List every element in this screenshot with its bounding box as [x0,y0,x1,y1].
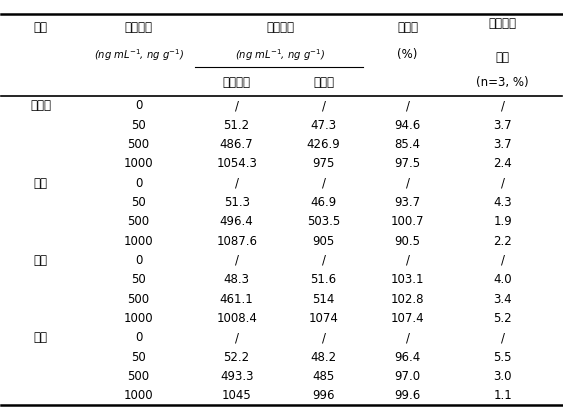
Text: 湖水: 湖水 [34,177,48,190]
Text: 2.4: 2.4 [493,157,512,170]
Text: 0: 0 [135,331,142,344]
Text: 苹果: 苹果 [34,331,48,344]
Text: 1054.3: 1054.3 [216,157,257,170]
Text: 0: 0 [135,177,142,190]
Text: 47.3: 47.3 [310,119,337,132]
Text: (ng mL$^{-1}$, ng g$^{-1}$): (ng mL$^{-1}$, ng g$^{-1}$) [93,47,184,63]
Text: 添加浓度: 添加浓度 [124,21,153,34]
Text: 气相色谱: 气相色谱 [223,76,251,89]
Text: 检测浓度: 检测浓度 [266,21,294,34]
Text: 1045: 1045 [222,389,252,402]
Text: 2.2: 2.2 [493,234,512,248]
Text: 500: 500 [128,138,150,151]
Text: 96.4: 96.4 [395,351,421,364]
Text: 50: 50 [131,273,146,286]
Text: (%): (%) [397,49,418,61]
Text: /: / [405,331,409,344]
Text: /: / [501,99,505,112]
Text: 97.5: 97.5 [395,157,421,170]
Text: 48.3: 48.3 [224,273,249,286]
Text: 50: 50 [131,351,146,364]
Text: 46.9: 46.9 [310,196,337,209]
Text: /: / [321,254,325,267]
Text: /: / [321,99,325,112]
Text: 3.4: 3.4 [494,293,512,305]
Text: 1000: 1000 [124,389,154,402]
Text: 1.9: 1.9 [493,215,512,228]
Text: 93.7: 93.7 [395,196,421,209]
Text: 4.0: 4.0 [494,273,512,286]
Text: 3.7: 3.7 [494,119,512,132]
Text: 514: 514 [312,293,335,305]
Text: /: / [321,177,325,190]
Text: 1000: 1000 [124,234,154,248]
Text: 51.6: 51.6 [310,273,337,286]
Text: 样品: 样品 [34,21,48,34]
Text: /: / [235,254,239,267]
Text: 1087.6: 1087.6 [216,234,257,248]
Text: 48.2: 48.2 [310,351,337,364]
Text: 500: 500 [128,370,150,383]
Text: /: / [501,177,505,190]
Text: 1000: 1000 [124,312,154,325]
Text: 回收率: 回收率 [397,21,418,34]
Text: 102.8: 102.8 [391,293,425,305]
Text: 本发明: 本发明 [313,76,334,89]
Text: /: / [235,99,239,112]
Text: 3.0: 3.0 [494,370,512,383]
Text: 1.1: 1.1 [493,389,512,402]
Text: /: / [405,254,409,267]
Text: /: / [235,331,239,344]
Text: 500: 500 [128,293,150,305]
Text: 500: 500 [128,215,150,228]
Text: 50: 50 [131,196,146,209]
Text: 99.6: 99.6 [395,389,421,402]
Text: 1008.4: 1008.4 [216,312,257,325]
Text: 486.7: 486.7 [220,138,253,151]
Text: 485: 485 [312,370,334,383]
Text: 5.2: 5.2 [494,312,512,325]
Text: 975: 975 [312,157,335,170]
Text: 97.0: 97.0 [395,370,421,383]
Text: 稻米: 稻米 [34,254,48,267]
Text: /: / [405,177,409,190]
Text: 996: 996 [312,389,335,402]
Text: 85.4: 85.4 [395,138,421,151]
Text: (ng mL$^{-1}$, ng g$^{-1}$): (ng mL$^{-1}$, ng g$^{-1}$) [235,47,325,63]
Text: 50: 50 [131,119,146,132]
Text: 相对标准: 相对标准 [489,17,517,30]
Text: 52.2: 52.2 [224,351,250,364]
Text: 496.4: 496.4 [220,215,253,228]
Text: 0: 0 [135,99,142,112]
Text: 4.3: 4.3 [494,196,512,209]
Text: 1000: 1000 [124,157,154,170]
Text: 0: 0 [135,254,142,267]
Text: 51.2: 51.2 [224,119,250,132]
Text: 自来水: 自来水 [30,99,51,112]
Text: 426.9: 426.9 [307,138,341,151]
Text: 107.4: 107.4 [391,312,425,325]
Text: 103.1: 103.1 [391,273,425,286]
Text: /: / [501,254,505,267]
Text: 94.6: 94.6 [395,119,421,132]
Text: 5.5: 5.5 [494,351,512,364]
Text: 100.7: 100.7 [391,215,425,228]
Text: 905: 905 [312,234,334,248]
Text: 90.5: 90.5 [395,234,421,248]
Text: (n=3, %): (n=3, %) [476,76,529,89]
Text: 51.3: 51.3 [224,196,249,209]
Text: 493.3: 493.3 [220,370,253,383]
Text: /: / [321,331,325,344]
Text: 3.7: 3.7 [494,138,512,151]
Text: 503.5: 503.5 [307,215,340,228]
Text: 461.1: 461.1 [220,293,253,305]
Text: /: / [501,331,505,344]
Text: 偏差: 偏差 [496,51,510,64]
Text: 1074: 1074 [309,312,338,325]
Text: /: / [405,99,409,112]
Text: /: / [235,177,239,190]
